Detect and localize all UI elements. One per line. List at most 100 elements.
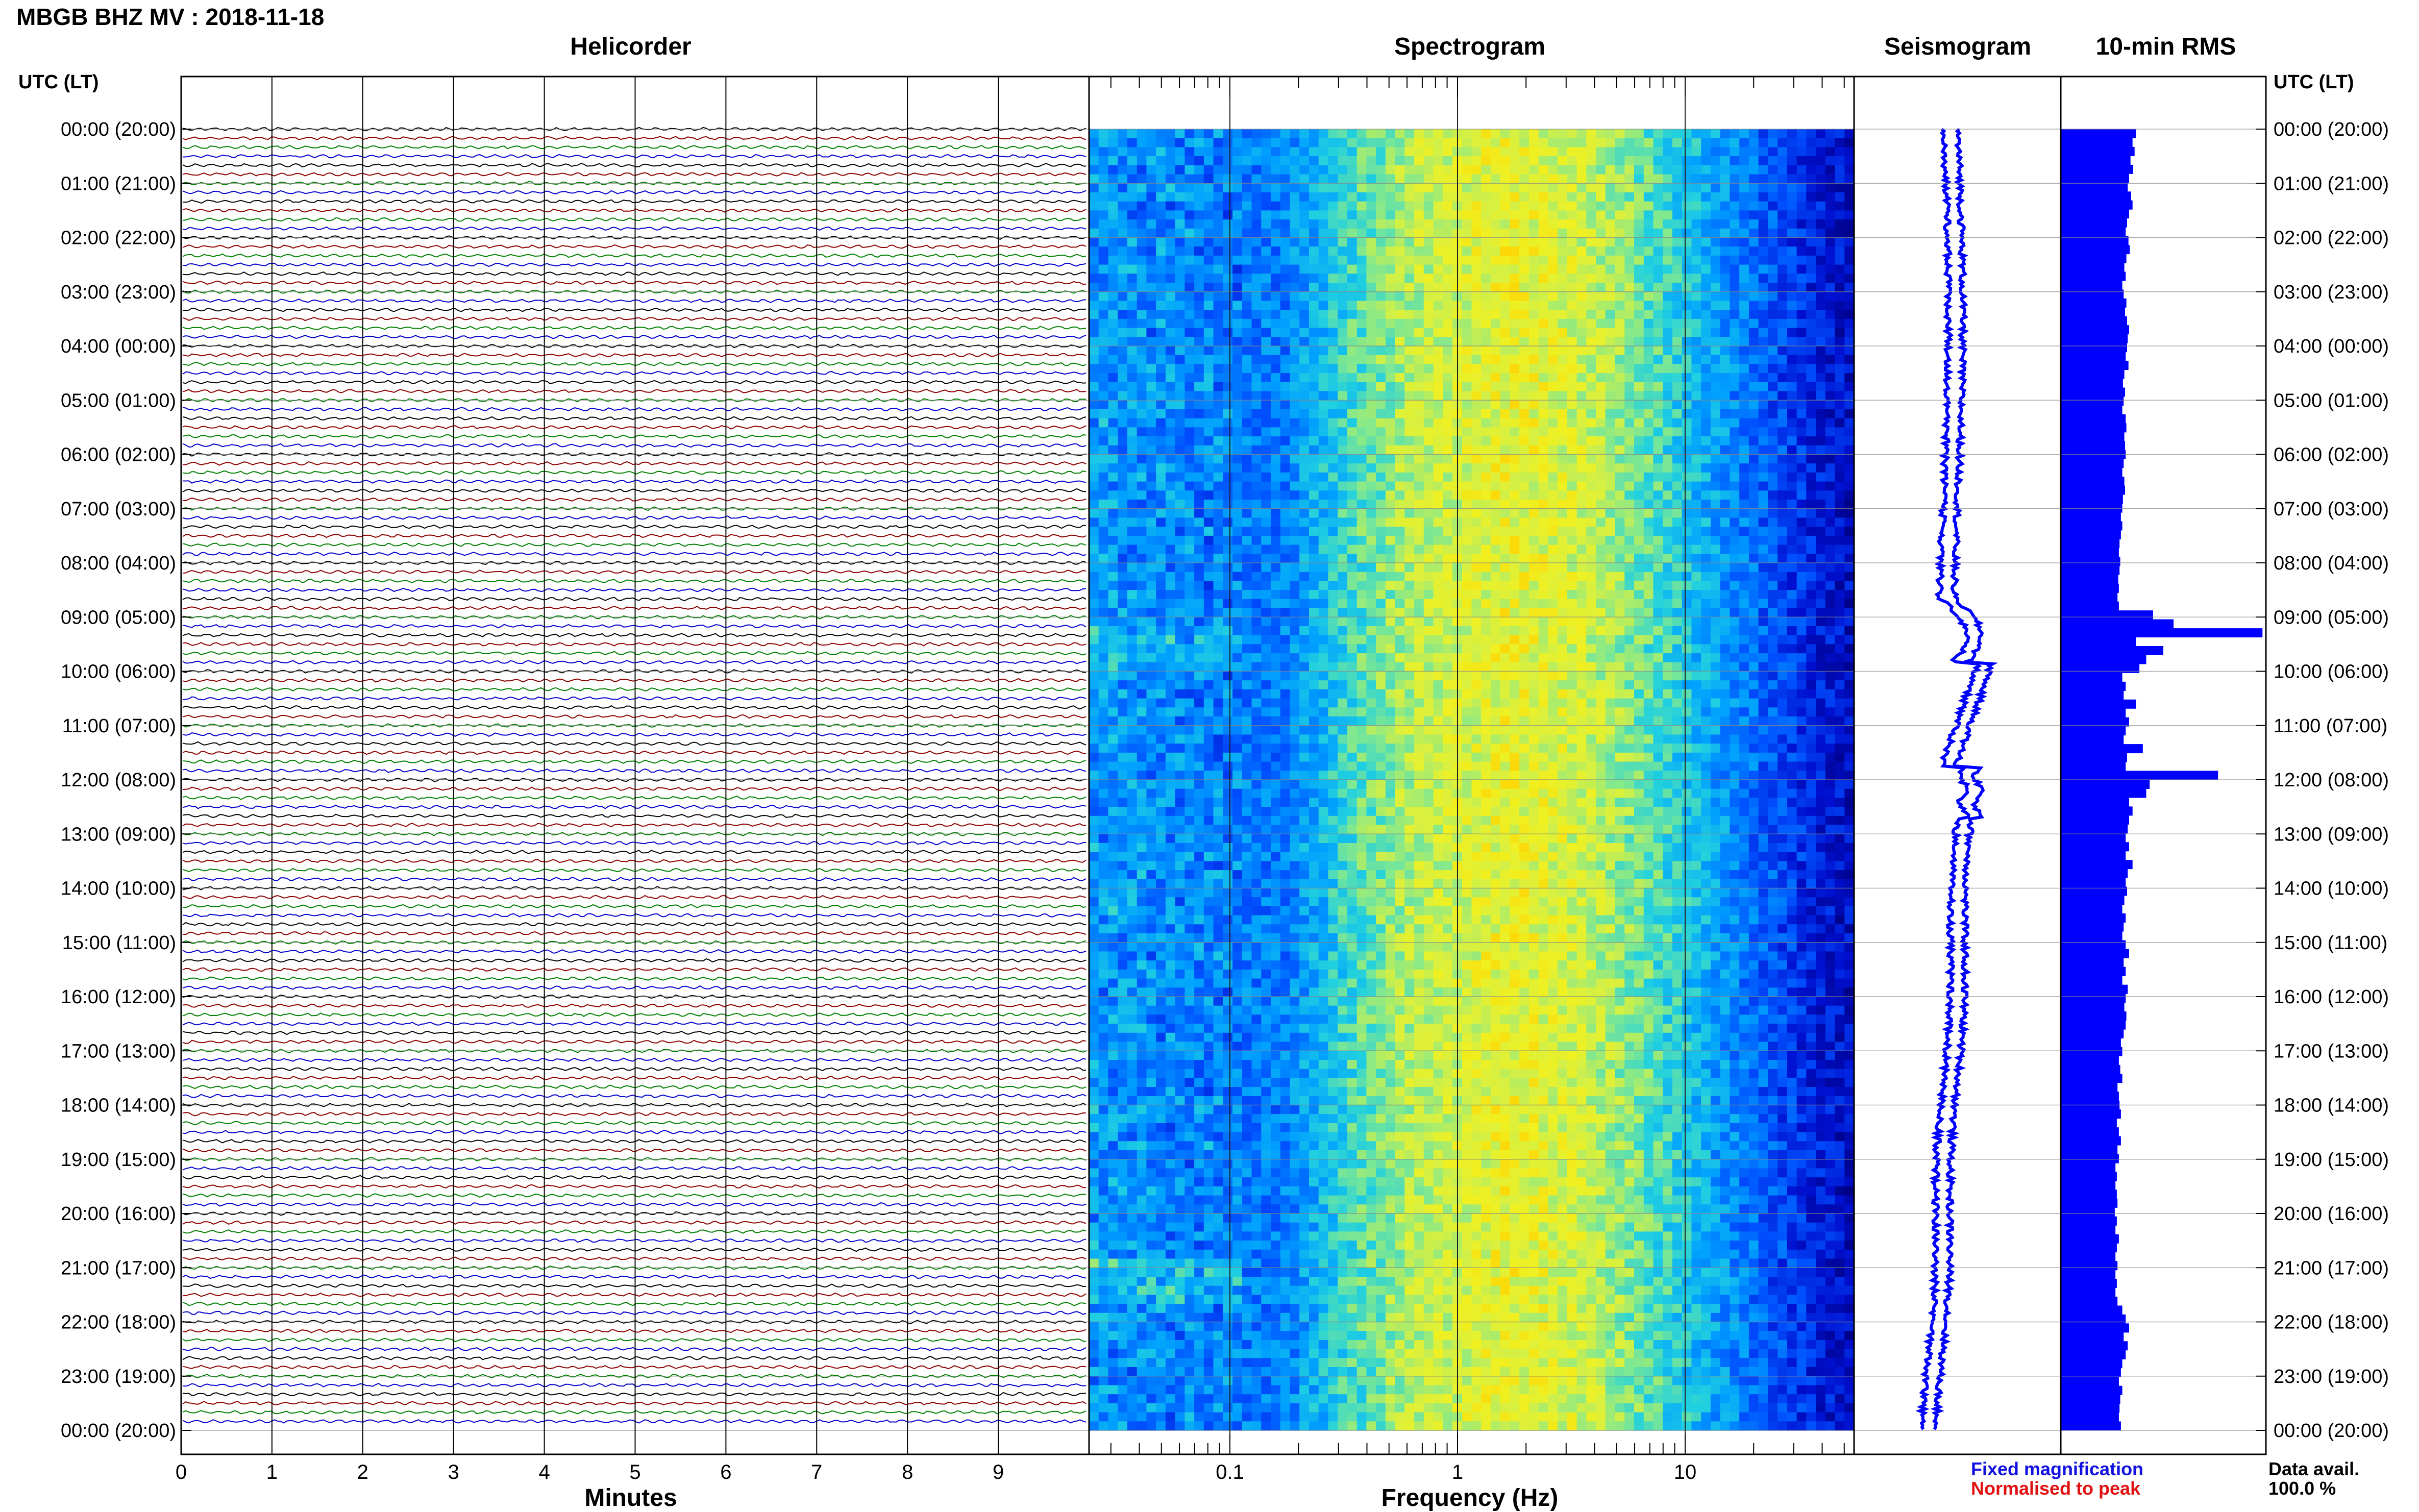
spectrogram-cell — [1615, 617, 1625, 627]
spectrogram-cell — [1586, 310, 1596, 319]
spectrogram-cell — [1462, 246, 1472, 256]
spectrogram-cell — [1203, 237, 1214, 247]
spectrogram-cell — [1213, 183, 1223, 193]
spectrogram-cell — [1825, 554, 1836, 563]
spectrogram-cell — [1414, 147, 1424, 157]
spectrogram-cell — [1118, 219, 1128, 229]
spectrogram-cell — [1338, 535, 1348, 546]
spectrogram-cell — [1146, 599, 1156, 609]
spectrogram-cell — [1778, 527, 1788, 536]
spectrogram-cell — [1462, 599, 1472, 609]
spectrogram-cell — [1366, 472, 1376, 482]
spectrogram-cell — [1423, 210, 1434, 220]
spectrogram-cell — [1844, 472, 1855, 482]
spectrogram-cell — [1089, 599, 1099, 609]
spectrogram-cell — [1299, 581, 1310, 590]
spectrogram-cell — [1806, 400, 1816, 410]
spectrogram-cell — [1137, 183, 1147, 193]
spectrogram-cell — [1108, 427, 1118, 437]
spectrogram-cell — [1672, 409, 1683, 419]
spectrogram-cell — [1768, 156, 1778, 166]
spectrogram-cell — [1366, 301, 1376, 310]
spectrogram-cell — [1548, 508, 1558, 518]
spectrogram-cell — [1576, 508, 1587, 518]
spectrogram-cell — [1299, 490, 1310, 500]
spectrogram-cell — [1586, 608, 1596, 617]
spectrogram-cell — [1462, 201, 1472, 211]
spectrogram-cell — [1127, 156, 1138, 166]
spectrogram-cell — [1510, 165, 1520, 175]
spectrogram-cell — [1825, 662, 1836, 672]
spectrogram-cell — [1223, 174, 1233, 184]
spectrogram-cell — [1089, 183, 1099, 193]
spectrogram-cell — [1663, 382, 1673, 392]
spectrogram-cell — [1395, 436, 1405, 446]
spectrogram-cell — [1356, 283, 1367, 292]
spectrogram-cell — [1280, 662, 1291, 672]
spectrogram-cell — [1385, 219, 1396, 229]
spectrogram-cell — [1491, 246, 1501, 256]
spectrogram-cell — [1338, 653, 1348, 663]
spectrogram-cell — [1108, 445, 1118, 455]
spectrogram-cell — [1261, 563, 1271, 573]
spectrogram-cell — [1710, 201, 1721, 211]
spectrogram-cell — [1816, 418, 1826, 428]
spectrogram-cell — [1691, 283, 1701, 292]
spectrogram-cell — [1232, 418, 1243, 428]
spectrogram-cell — [1414, 228, 1424, 238]
spectrogram-cell — [1710, 427, 1721, 437]
spectrogram-cell — [1385, 165, 1396, 175]
spectrogram-cell — [1825, 500, 1836, 509]
spectrogram-cell — [1653, 156, 1663, 166]
spectrogram-cell — [1567, 653, 1577, 663]
spectrogram-cell — [1481, 328, 1491, 337]
spectrogram-cell — [1118, 301, 1128, 310]
spectrogram-cell — [1318, 283, 1328, 292]
spectrogram-cell — [1271, 617, 1281, 627]
spectrogram-cell — [1500, 490, 1510, 500]
spectrogram-cell — [1787, 527, 1797, 536]
spectrogram-cell — [1414, 409, 1424, 419]
spectrogram-cell — [1787, 626, 1797, 636]
spectrogram-cell — [1653, 301, 1663, 310]
spectrogram-cell — [1414, 156, 1424, 166]
spectrogram-cell — [1146, 617, 1156, 627]
spectrogram-cell — [1242, 581, 1252, 590]
spectrogram-cell — [1596, 147, 1606, 157]
spectrogram-cell — [1778, 147, 1788, 157]
spectrogram-cell — [1576, 463, 1587, 473]
spectrogram-cell — [1672, 662, 1683, 672]
spectrogram-cell — [1356, 147, 1367, 157]
spectrogram-cell — [1156, 644, 1166, 654]
spectrogram-cell — [1194, 689, 1204, 699]
spectrogram-cell — [1404, 400, 1415, 410]
spectrogram-cell — [1596, 291, 1606, 302]
spectrogram-cell — [1137, 382, 1147, 392]
spectrogram-cell — [1098, 680, 1108, 690]
spectrogram-cell — [1835, 644, 1845, 654]
spectrogram-cell — [1232, 291, 1243, 302]
spectrogram-cell — [1538, 373, 1548, 383]
spectrogram-cell — [1098, 463, 1108, 473]
spectrogram-cell — [1596, 210, 1606, 220]
spectrogram-cell — [1175, 472, 1185, 482]
spectrogram-cell — [1825, 563, 1836, 573]
spectrogram-cell — [1605, 201, 1616, 211]
spectrogram-cell — [1835, 581, 1845, 590]
spectrogram-cell — [1232, 563, 1243, 573]
spectrogram-cell — [1816, 264, 1826, 274]
spectrogram-cell — [1366, 445, 1376, 455]
spectrogram-cell — [1691, 183, 1701, 193]
spectrogram-cell — [1366, 138, 1376, 147]
spectrogram-cell — [1835, 382, 1845, 392]
spectrogram-cell — [1146, 635, 1156, 645]
spectrogram-cell — [1576, 264, 1587, 274]
spectrogram-cell — [1605, 626, 1616, 636]
spectrogram-cell — [1739, 517, 1749, 527]
spectrogram-cell — [1213, 219, 1223, 229]
spectrogram-cell — [1624, 427, 1635, 437]
spectrogram-cell — [1223, 355, 1233, 364]
spectrogram-cell — [1232, 544, 1243, 554]
spectrogram-cell — [1806, 274, 1816, 283]
spectrogram-cell — [1271, 535, 1281, 546]
